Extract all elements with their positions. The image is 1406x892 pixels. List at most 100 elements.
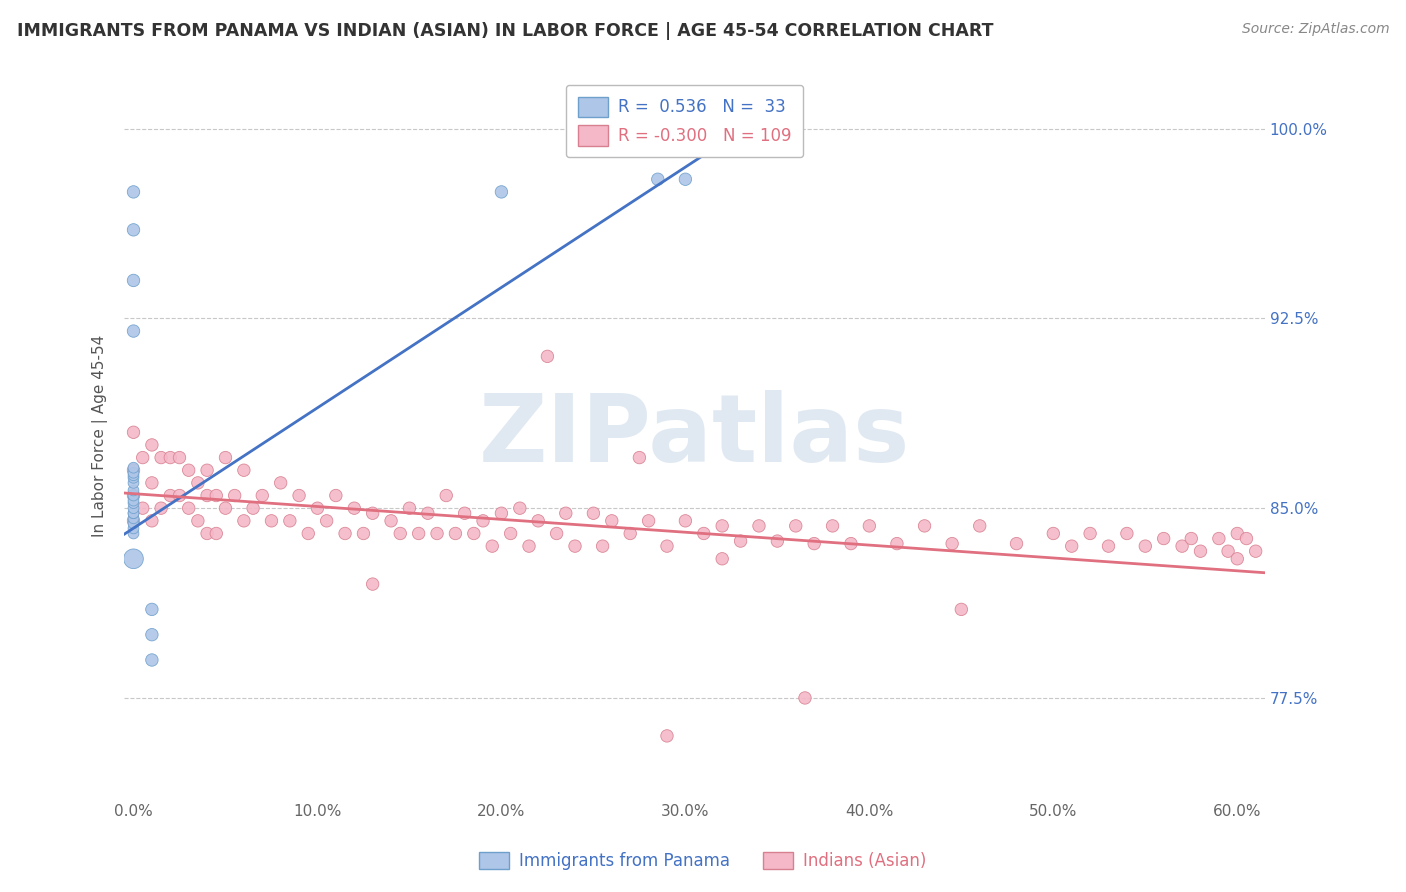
- Point: [1042, 526, 1064, 541]
- Point: [600, 514, 623, 528]
- Point: [224, 489, 246, 503]
- Point: [416, 506, 439, 520]
- Point: [159, 489, 181, 503]
- Point: [307, 501, 329, 516]
- Point: [122, 460, 145, 475]
- Point: [1060, 539, 1083, 553]
- Point: [1216, 544, 1239, 558]
- Point: [205, 489, 228, 503]
- Point: [214, 501, 236, 516]
- Point: [785, 519, 807, 533]
- Point: [141, 653, 163, 667]
- Point: [122, 471, 145, 485]
- Point: [122, 185, 145, 199]
- Point: [564, 539, 586, 553]
- Point: [122, 506, 145, 520]
- Point: [214, 450, 236, 465]
- Point: [1078, 526, 1101, 541]
- Text: Source: ZipAtlas.com: Source: ZipAtlas.com: [1241, 22, 1389, 37]
- Point: [1208, 532, 1230, 546]
- Y-axis label: In Labor Force | Age 45-54: In Labor Force | Age 45-54: [93, 334, 108, 537]
- Point: [398, 501, 420, 516]
- Point: [673, 514, 696, 528]
- Point: [1180, 532, 1202, 546]
- Point: [361, 577, 384, 591]
- Point: [546, 526, 568, 541]
- Point: [333, 526, 356, 541]
- Point: [297, 526, 319, 541]
- Point: [794, 690, 817, 705]
- Point: [195, 526, 218, 541]
- Point: [491, 506, 513, 520]
- Point: [463, 526, 485, 541]
- Point: [472, 514, 495, 528]
- Point: [122, 273, 145, 287]
- Point: [205, 526, 228, 541]
- Point: [655, 729, 678, 743]
- Point: [122, 475, 145, 490]
- Point: [1005, 536, 1028, 550]
- Point: [122, 425, 145, 440]
- Point: [122, 223, 145, 237]
- Point: [1189, 544, 1212, 558]
- Point: [821, 519, 844, 533]
- Point: [122, 489, 145, 503]
- Point: [1107, 805, 1129, 819]
- Point: [886, 536, 908, 550]
- Legend: R =  0.536   N =  33, R = -0.300   N = 109: R = 0.536 N = 33, R = -0.300 N = 109: [567, 85, 803, 157]
- Point: [1153, 532, 1175, 546]
- Point: [122, 496, 145, 510]
- Point: [941, 536, 963, 550]
- Point: [481, 539, 503, 553]
- Point: [141, 602, 163, 616]
- Point: [730, 534, 752, 549]
- Point: [131, 450, 153, 465]
- Point: [527, 514, 550, 528]
- Point: [122, 526, 145, 541]
- Point: [628, 450, 651, 465]
- Point: [131, 501, 153, 516]
- Point: [1236, 532, 1258, 546]
- Point: [278, 514, 301, 528]
- Point: [491, 185, 513, 199]
- Point: [177, 501, 200, 516]
- Point: [242, 501, 264, 516]
- Point: [1097, 539, 1119, 553]
- Point: [122, 501, 145, 516]
- Legend: Immigrants from Panama, Indians (Asian): Immigrants from Panama, Indians (Asian): [472, 845, 934, 877]
- Point: [252, 489, 274, 503]
- Point: [122, 493, 145, 508]
- Point: [141, 438, 163, 452]
- Point: [361, 506, 384, 520]
- Point: [839, 536, 862, 550]
- Point: [711, 551, 734, 566]
- Point: [693, 526, 716, 541]
- Point: [647, 172, 669, 186]
- Point: [426, 526, 449, 541]
- Point: [122, 489, 145, 503]
- Point: [122, 468, 145, 483]
- Point: [315, 514, 337, 528]
- Point: [122, 511, 145, 525]
- Point: [1115, 526, 1137, 541]
- Point: [673, 172, 696, 186]
- Point: [122, 466, 145, 480]
- Point: [195, 489, 218, 503]
- Point: [517, 539, 540, 553]
- Point: [950, 602, 973, 616]
- Point: [122, 506, 145, 520]
- Point: [711, 519, 734, 533]
- Point: [1171, 539, 1194, 553]
- Point: [592, 539, 614, 553]
- Point: [619, 526, 641, 541]
- Point: [195, 463, 218, 477]
- Point: [582, 506, 605, 520]
- Point: [260, 514, 283, 528]
- Point: [159, 843, 181, 857]
- Point: [914, 519, 936, 533]
- Point: [232, 514, 254, 528]
- Point: [509, 501, 531, 516]
- Point: [150, 501, 173, 516]
- Point: [232, 463, 254, 477]
- Text: IMMIGRANTS FROM PANAMA VS INDIAN (ASIAN) IN LABOR FORCE | AGE 45-54 CORRELATION : IMMIGRANTS FROM PANAMA VS INDIAN (ASIAN)…: [17, 22, 994, 40]
